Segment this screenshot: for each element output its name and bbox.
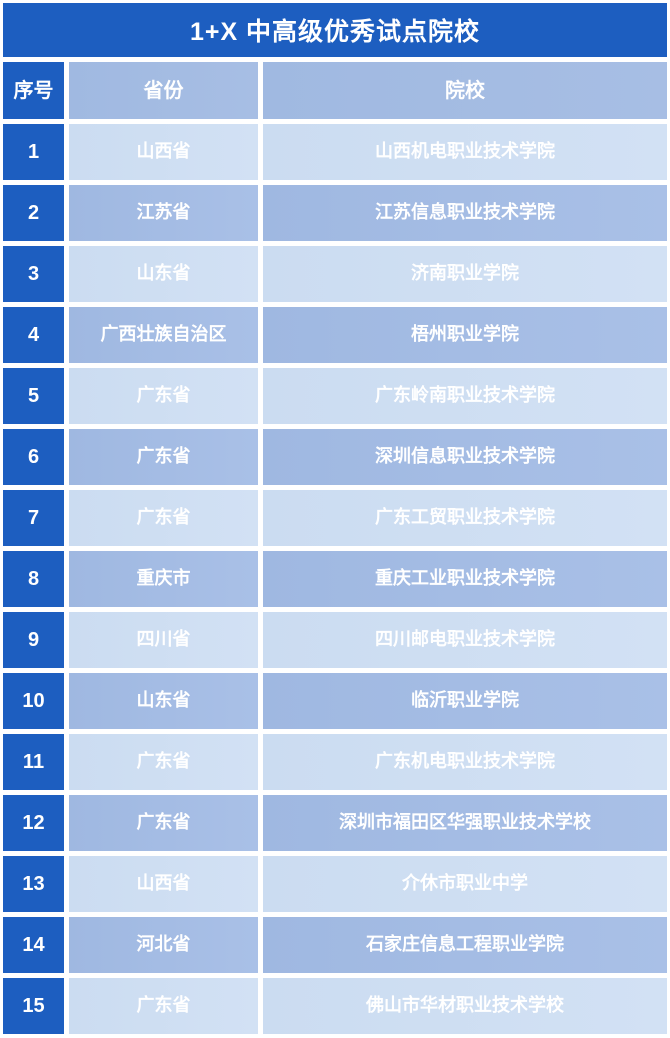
row-institution-cell: 山西机电职业技术学院 (263, 124, 667, 180)
row-province-cell: 山西省 (69, 856, 258, 912)
row-index-cell: 15 (3, 978, 64, 1034)
row-province-cell: 广西壮族自治区 (69, 307, 258, 363)
table-row: 2 江苏省 江苏信息职业技术学院 (3, 185, 667, 241)
table-title: 1+X 中高级优秀试点院校 (3, 3, 667, 57)
row-province-cell: 广东省 (69, 978, 258, 1034)
table-row: 11 广东省 广东机电职业技术学院 (3, 734, 667, 790)
row-index-cell: 4 (3, 307, 64, 363)
row-index-cell: 12 (3, 795, 64, 851)
row-index-cell: 10 (3, 673, 64, 729)
row-index-cell: 1 (3, 124, 64, 180)
table-row: 14 河北省 石家庄信息工程职业学院 (3, 917, 667, 973)
table-row: 1 山西省 山西机电职业技术学院 (3, 124, 667, 180)
table-row: 8 重庆市 重庆工业职业技术学院 (3, 551, 667, 607)
table-row: 4 广西壮族自治区 梧州职业学院 (3, 307, 667, 363)
header-institution: 院校 (263, 62, 667, 119)
row-province-cell: 广东省 (69, 795, 258, 851)
header-index: 序号 (3, 62, 64, 119)
row-institution-cell: 深圳市福田区华强职业技术学校 (263, 795, 667, 851)
table-header-row: 序号 省份 院校 (3, 62, 667, 119)
table-row: 9 四川省 四川邮电职业技术学院 (3, 612, 667, 668)
table-row: 12 广东省 深圳市福田区华强职业技术学校 (3, 795, 667, 851)
row-province-cell: 重庆市 (69, 551, 258, 607)
row-province-cell: 山东省 (69, 673, 258, 729)
row-institution-cell: 重庆工业职业技术学院 (263, 551, 667, 607)
row-index-cell: 13 (3, 856, 64, 912)
table-row: 7 广东省 广东工贸职业技术学院 (3, 490, 667, 546)
row-province-cell: 广东省 (69, 368, 258, 424)
header-province: 省份 (69, 62, 258, 119)
row-institution-cell: 广东工贸职业技术学院 (263, 490, 667, 546)
table-row: 5 广东省 广东岭南职业技术学院 (3, 368, 667, 424)
table-row: 3 山东省 济南职业学院 (3, 246, 667, 302)
row-institution-cell: 江苏信息职业技术学院 (263, 185, 667, 241)
table-row: 10 山东省 临沂职业学院 (3, 673, 667, 729)
table-row: 15 广东省 佛山市华材职业技术学校 (3, 978, 667, 1034)
table-body: 1 山西省 山西机电职业技术学院 2 江苏省 江苏信息职业技术学院 3 山东省 … (3, 124, 667, 1034)
row-index-cell: 14 (3, 917, 64, 973)
row-province-cell: 四川省 (69, 612, 258, 668)
row-institution-cell: 佛山市华材职业技术学校 (263, 978, 667, 1034)
row-province-cell: 山东省 (69, 246, 258, 302)
row-index-cell: 7 (3, 490, 64, 546)
table-row: 13 山西省 介休市职业中学 (3, 856, 667, 912)
row-index-cell: 3 (3, 246, 64, 302)
row-institution-cell: 介休市职业中学 (263, 856, 667, 912)
row-province-cell: 广东省 (69, 734, 258, 790)
row-index-cell: 6 (3, 429, 64, 485)
row-province-cell: 广东省 (69, 429, 258, 485)
row-province-cell: 河北省 (69, 917, 258, 973)
table-row: 6 广东省 深圳信息职业技术学院 (3, 429, 667, 485)
row-index-cell: 2 (3, 185, 64, 241)
row-index-cell: 9 (3, 612, 64, 668)
row-province-cell: 广东省 (69, 490, 258, 546)
row-institution-cell: 临沂职业学院 (263, 673, 667, 729)
row-province-cell: 江苏省 (69, 185, 258, 241)
row-institution-cell: 梧州职业学院 (263, 307, 667, 363)
row-institution-cell: 深圳信息职业技术学院 (263, 429, 667, 485)
row-institution-cell: 广东机电职业技术学院 (263, 734, 667, 790)
row-province-cell: 山西省 (69, 124, 258, 180)
row-institution-cell: 石家庄信息工程职业学院 (263, 917, 667, 973)
row-index-cell: 11 (3, 734, 64, 790)
row-institution-cell: 济南职业学院 (263, 246, 667, 302)
row-institution-cell: 广东岭南职业技术学院 (263, 368, 667, 424)
row-institution-cell: 四川邮电职业技术学院 (263, 612, 667, 668)
row-index-cell: 5 (3, 368, 64, 424)
row-index-cell: 8 (3, 551, 64, 607)
